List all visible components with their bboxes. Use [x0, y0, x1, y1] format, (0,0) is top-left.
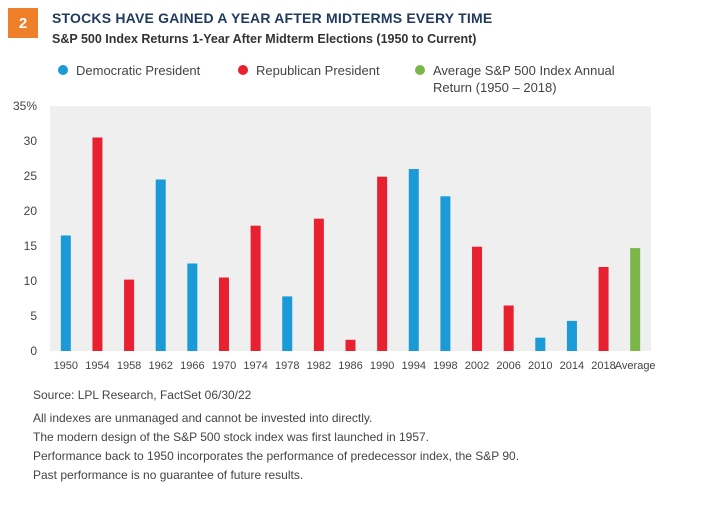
x-tick-label: 1954	[85, 360, 109, 372]
x-tick-label: Average	[615, 360, 656, 372]
legend-swatch-average	[415, 65, 425, 75]
disclaimer-line: Past performance is no guarantee of futu…	[33, 468, 304, 482]
y-tick-label: 25	[24, 169, 38, 183]
y-tick-label: 30	[24, 134, 38, 148]
x-tick-label: 1958	[117, 360, 141, 372]
legend-swatch-republican	[238, 65, 248, 75]
x-tick-label: 2006	[496, 360, 520, 372]
bar	[377, 176, 388, 351]
bar	[472, 246, 483, 351]
chart-title: STOCKS HAVE GAINED A YEAR AFTER MIDTERMS…	[52, 10, 493, 26]
x-tick-label: 2014	[560, 360, 584, 372]
x-tick-label: 2010	[528, 360, 552, 372]
legend-label-democratic: Democratic President	[76, 63, 201, 78]
x-tick-label: 1986	[338, 360, 362, 372]
legend-swatch-democratic	[58, 65, 68, 75]
x-tick-label: 1974	[243, 360, 267, 372]
source-note: Source: LPL Research, FactSet 06/30/22	[33, 388, 252, 402]
x-tick-label: 1966	[180, 360, 204, 372]
bar	[187, 263, 198, 351]
x-tick-label: 1950	[54, 360, 78, 372]
chart-legend: Democratic President Republican Presiden…	[58, 62, 698, 102]
y-tick-label: 20	[24, 204, 38, 218]
x-tick-label: 1982	[307, 360, 331, 372]
bar	[566, 320, 577, 351]
x-tick-label: 2002	[465, 360, 489, 372]
bar	[124, 279, 135, 351]
bar-chart: 0 5 10 15 20 25 30 35% 1950 1954 1958 1962 1966 1970 1…	[13, 99, 656, 372]
chart-notes: Source: LPL Research, FactSet 06/30/22 A…	[33, 386, 519, 485]
y-tick-label: 0	[30, 344, 37, 358]
bar	[60, 235, 71, 351]
chart-subtitle: S&P 500 Index Returns 1-Year After Midte…	[52, 32, 477, 46]
bar	[440, 196, 451, 351]
plot-area	[50, 106, 651, 351]
bar	[630, 248, 641, 351]
legend-item-democratic: Democratic President	[58, 62, 200, 79]
bar	[503, 305, 514, 351]
disclaimer-line: The modern design of the S&P 500 stock i…	[33, 430, 430, 444]
x-tick-label: 1978	[275, 360, 299, 372]
legend-label-average: Average S&P 500 Index Annual Return (195…	[433, 63, 615, 95]
disclaimer-line: All indexes are unmanaged and cannot be …	[33, 411, 373, 425]
bar	[535, 337, 546, 351]
bar	[250, 225, 261, 351]
figure-number-badge: 2	[8, 8, 38, 38]
legend-item-republican: Republican President	[238, 62, 380, 79]
x-tick-label: 1962	[148, 360, 172, 372]
x-tick-label: 1998	[433, 360, 457, 372]
bar	[345, 339, 356, 351]
bar	[92, 137, 103, 351]
y-tick-label: 10	[24, 274, 38, 288]
x-tick-label: 1990	[370, 360, 394, 372]
bar	[282, 296, 293, 351]
y-tick-label: 5	[30, 309, 37, 323]
bar	[598, 267, 609, 351]
disclaimer-line: Performance back to 1950 incorporates th…	[33, 449, 520, 463]
bar	[155, 179, 166, 351]
bar	[313, 218, 324, 351]
y-tick-label: 35%	[13, 99, 37, 113]
bar	[218, 277, 229, 351]
y-tick-label: 15	[24, 239, 38, 253]
legend-item-average: Average S&P 500 Index Annual Return (195…	[415, 62, 620, 96]
bar	[408, 169, 419, 351]
legend-label-republican: Republican President	[256, 63, 380, 78]
x-tick-label: 2018	[591, 360, 615, 372]
x-tick-label: 1994	[402, 360, 426, 372]
x-tick-label: 1970	[212, 360, 236, 372]
